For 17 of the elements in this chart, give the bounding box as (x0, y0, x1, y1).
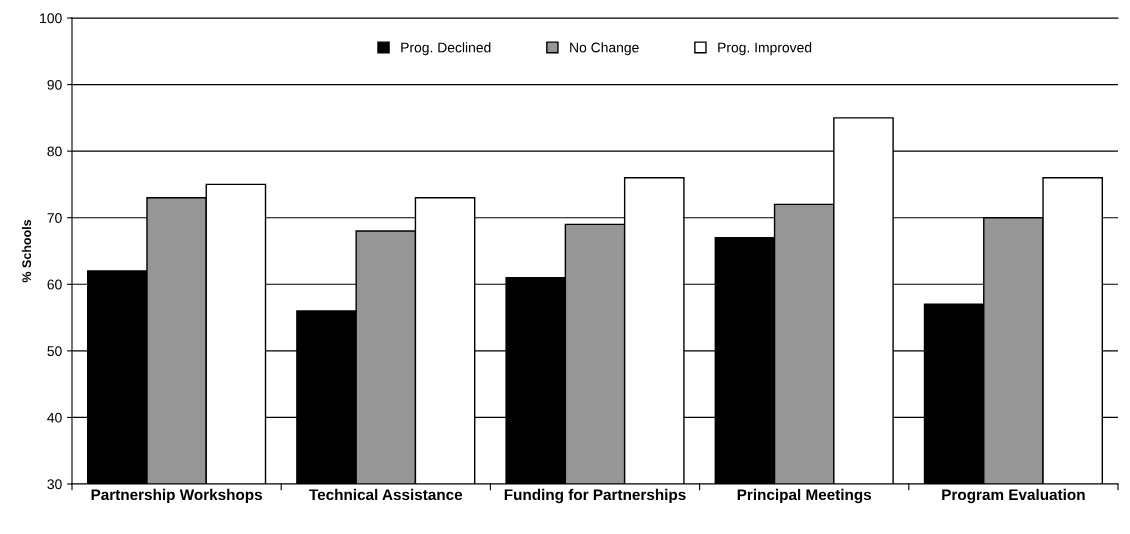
x-tick-label: Funding for Partnerships (504, 488, 686, 504)
y-tick-label: 80 (47, 146, 62, 157)
x-tick-label: Partnership Workshops (91, 488, 263, 504)
x-tick-label: Program Evaluation (942, 488, 1085, 504)
y-tick-label: 50 (47, 346, 62, 357)
y-tick-label: 60 (47, 279, 62, 290)
y-tick-label: 30 (47, 479, 62, 490)
x-tick-label: Principal Meetings (737, 488, 872, 504)
y-tick-label: 100 (40, 13, 62, 24)
y-tick-label: 70 (47, 213, 62, 223)
x-tick-label: Technical Assistance (309, 488, 463, 501)
y-tick-label: 90 (47, 79, 62, 90)
y-tick-label: 40 (47, 412, 62, 423)
legend-label: Prog. Improved (718, 42, 812, 56)
y-axis-title: % Schools (21, 219, 32, 283)
legend-label: Prog. Declined (401, 42, 491, 56)
legend-label: No Change (570, 42, 639, 56)
